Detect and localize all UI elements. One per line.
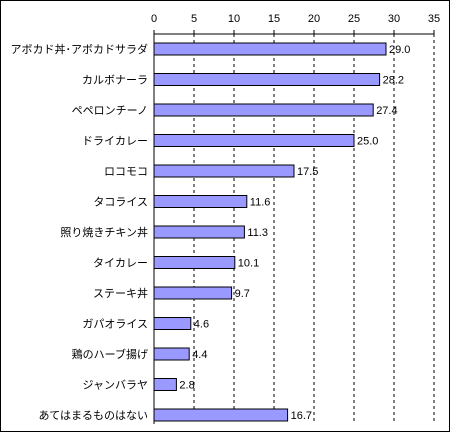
axis-layer: 0 5 10 15 20 25 30 35 [151, 13, 440, 424]
category-label: ステーキ丼 [93, 287, 148, 300]
value-label: 4.6 [194, 319, 209, 331]
bar [153, 286, 233, 300]
value-label: 2.8 [179, 380, 194, 392]
category-label: ガパオライス [82, 318, 148, 331]
bar [153, 347, 190, 361]
value-label: 28.2 [383, 75, 404, 87]
x-tick-label: 25 [348, 13, 360, 25]
bar [153, 195, 248, 208]
bar [153, 317, 192, 330]
category-label: ロコモコ [104, 166, 148, 178]
x-tick-label: 5 [191, 13, 197, 25]
category-label: 鶏のハーブ揚げ [72, 347, 148, 361]
bar [153, 42, 387, 56]
bar [153, 73, 381, 86]
x-tick-label: 0 [151, 13, 157, 25]
category-label: カルボナーラ [82, 74, 148, 87]
label-layer: アボカド丼･アボカドサラダ 29.0 カルボナーラ 28.2 ペペロンチーノ 27.4 ドラ… [11, 42, 411, 422]
value-label: 11.3 [247, 227, 268, 239]
value-label: 16.7 [291, 410, 312, 422]
bar [153, 256, 236, 269]
category-label: あてはまるものはない [38, 409, 148, 422]
bar-layer [153, 42, 387, 422]
x-tick-label: 10 [228, 13, 240, 25]
category-label: ペペロンチーノ [72, 104, 148, 117]
x-tick-label: 35 [428, 13, 440, 25]
bar [153, 408, 289, 422]
bar [153, 378, 177, 391]
value-label: 4.4 [192, 349, 207, 361]
category-label: ジャンバラヤ [83, 379, 148, 392]
value-label: 25.0 [357, 136, 378, 148]
x-tick-label: 15 [268, 13, 280, 25]
bar [153, 225, 245, 239]
category-label: タイカレー [93, 257, 148, 270]
value-label: 27.4 [376, 105, 397, 117]
bar [153, 134, 355, 147]
value-label: 10.1 [238, 258, 259, 270]
value-label: 11.6 [250, 197, 271, 209]
x-tick-label: 30 [388, 13, 400, 25]
category-label: アボカド丼･アボカドサラダ [11, 42, 149, 56]
category-label: ドライカレー [82, 135, 148, 148]
category-label: 照り焼きチキン丼 [60, 226, 148, 239]
value-label: 9.7 [235, 288, 250, 300]
value-label: 17.5 [297, 166, 318, 178]
value-label: 29.0 [389, 44, 410, 56]
x-tick-label: 20 [308, 13, 320, 25]
category-label: タコライス [93, 196, 148, 209]
bar [153, 164, 295, 178]
bar [153, 103, 374, 117]
